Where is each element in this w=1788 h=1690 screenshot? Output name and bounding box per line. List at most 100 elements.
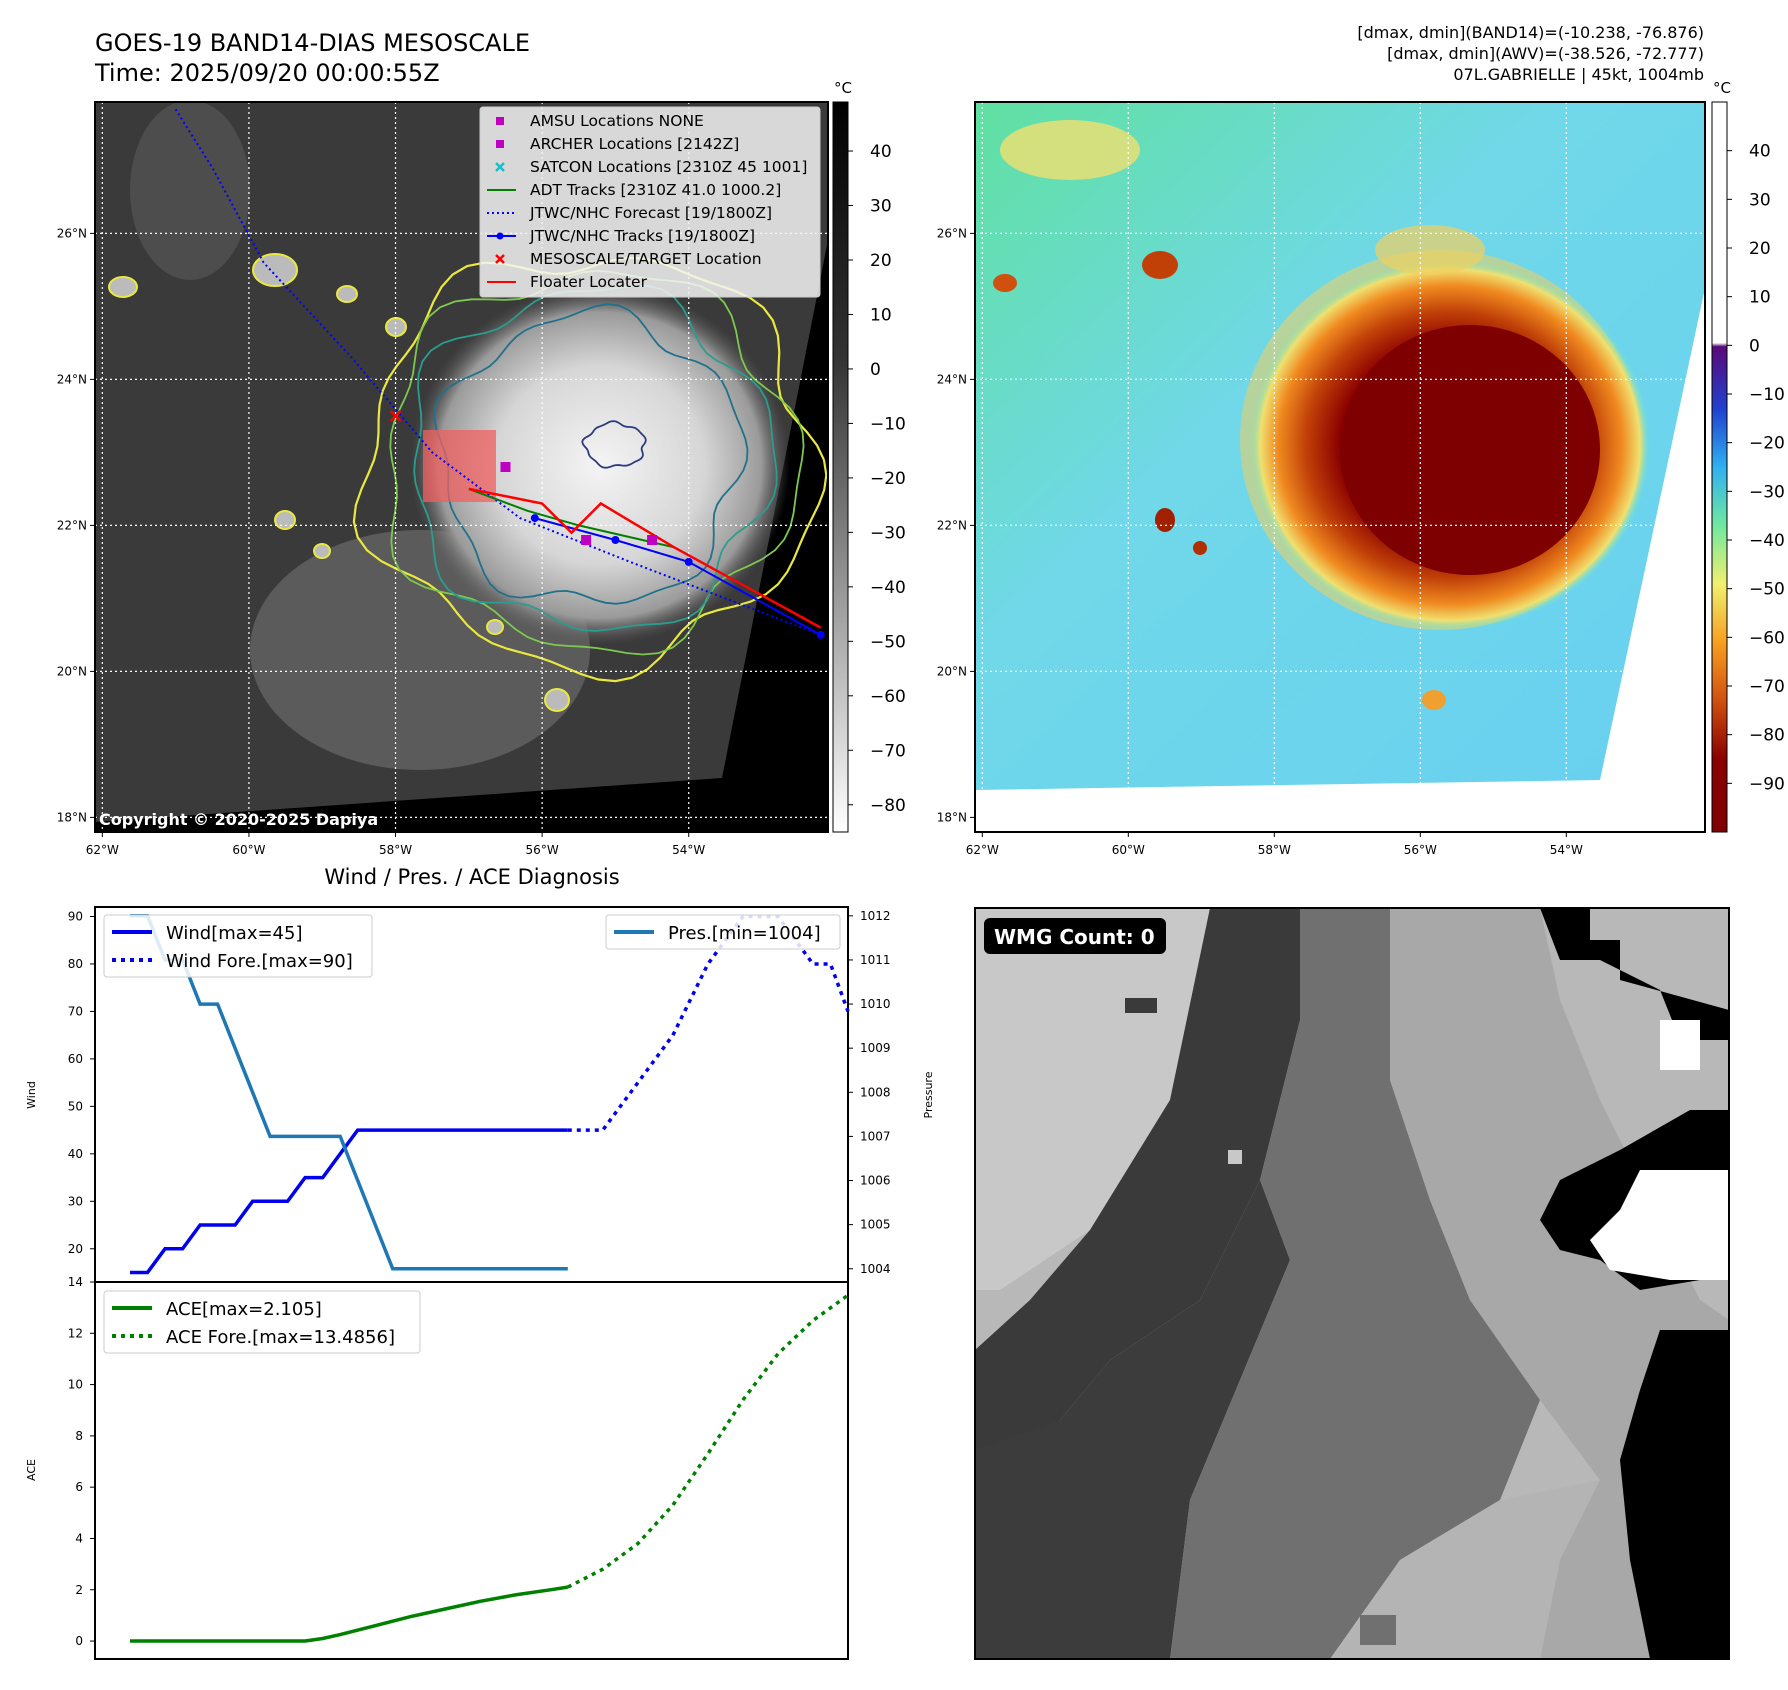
awv-colorbar-unit: °C <box>1713 79 1731 97</box>
awv-tick-label-lat: 20°N <box>937 664 967 678</box>
awv-colorbar-tick-label: 30 <box>1749 190 1771 210</box>
ace-forecast-series-line <box>567 1293 850 1589</box>
wmg-medium-band <box>1170 908 1540 1659</box>
ir-convective-cell <box>252 253 298 287</box>
awv-tick-label-lat: 22°N <box>937 518 967 532</box>
ir-colorbar-tick-label: −30 <box>870 523 906 543</box>
wmg-count-label: WMG Count: 0 <box>994 925 1155 949</box>
ir-convective-cell <box>274 510 296 530</box>
y-tick-label: 70 <box>68 1004 83 1018</box>
ir-colorbar-tick-label: 0 <box>870 360 881 380</box>
legend-square-marker <box>496 117 504 125</box>
wind-legend-box <box>103 914 373 978</box>
y-tick-label: 2 <box>75 1583 83 1597</box>
y-tick-label: 90 <box>68 909 83 923</box>
awv-tick-label-lon: 54°W <box>1550 843 1583 857</box>
legend-dot-marker <box>496 232 504 240</box>
y-tick-label: 30 <box>68 1194 83 1208</box>
awv-colorbar-tick-label: −60 <box>1749 628 1785 648</box>
ace-legend-label: ACE[max=2.105] <box>166 1299 322 1320</box>
wind-fore-legend-label: Wind Fore.[max=90] <box>166 951 353 972</box>
awv-axis-ticks: 62°W 60°W 58°W 56°W 54°W 26°N 24°N 22°N 20°N 18°N <box>937 226 1583 857</box>
y-tick-label: 12 <box>68 1326 83 1340</box>
wmg-dark-band <box>975 908 1300 1470</box>
y-tick-label: 40 <box>68 1147 83 1161</box>
y-tick-label: 80 <box>68 957 83 971</box>
y-tick-label: 20 <box>68 1242 83 1256</box>
ir-convective-cell <box>313 543 331 559</box>
y-tick-label: 8 <box>75 1429 83 1443</box>
jtwc-track-point <box>684 557 693 566</box>
awv-colorbar <box>1711 101 1728 833</box>
pressure-legend: Pres.[min=1004] <box>605 914 841 950</box>
awv-colorbar-tick-label: −20 <box>1749 434 1785 454</box>
jtwc-track-point <box>611 536 620 544</box>
ace-fore-legend-label: ACE Fore.[max=13.4856] <box>166 1327 395 1348</box>
ir-colorbar <box>832 101 849 833</box>
ir-convective-cell <box>336 285 358 303</box>
ir-colorbar-unit: °C <box>834 79 852 97</box>
y-tick-label: 60 <box>68 1052 83 1066</box>
wmg-lower-light <box>1330 1480 1600 1659</box>
y-tick-label: 6 <box>75 1480 83 1494</box>
floater-locater-track <box>468 487 822 629</box>
ir-colorbar-tick-label: −40 <box>870 578 906 598</box>
y-tick-label: 14 <box>68 1275 83 1289</box>
awv-colorbar-tick-label: 0 <box>1749 336 1760 356</box>
wmg-block-4 <box>1660 1020 1700 1070</box>
legend-entry-label: MESOSCALE/TARGET Location <box>530 250 762 268</box>
awv-colorbar-tick-label: 40 <box>1749 142 1771 162</box>
legend-x-marker <box>495 254 505 264</box>
wind-legend: Wind[max=45] Wind Fore.[max=90] <box>103 914 373 978</box>
y2-tick-label: 1008 <box>860 1085 891 1099</box>
ir-colorbar-tick-label: −60 <box>870 687 906 707</box>
archer-location <box>500 462 511 472</box>
ir-contour-ring <box>581 420 647 469</box>
awv-tick-label-lon: 62°W <box>966 843 999 857</box>
ir-nodata-right <box>95 102 828 832</box>
awv-blob-3 <box>993 274 1017 292</box>
ir-convective-cell <box>108 276 138 298</box>
ace-legend-box <box>103 1290 421 1354</box>
wmg-black-bottom-right <box>1620 1330 1729 1659</box>
ir-colorbar-tick-label: 10 <box>870 305 892 325</box>
ir-tick-label-lon: 58°W <box>379 843 412 857</box>
awv-colorbar-tick-label: −50 <box>1749 580 1785 600</box>
ir-tick-label-lat: 26°N <box>57 226 87 240</box>
ir-convective-cell <box>486 619 504 635</box>
wind-pressure-chart: 20 30 40 50 60 70 80 90 1004 1005 1006 1007 1008 1009… <box>25 906 935 1283</box>
wind-chart-marks: 20 30 40 50 60 70 80 90 1004 1005 1006 1007 1008 1009… <box>68 909 891 1276</box>
ace-chart: 0 2 4 6 8 10 12 14 ACE ACE[max=2.105] ACE Fore.… <box>25 1275 850 1660</box>
y2-tick-label: 1011 <box>860 953 891 967</box>
pressure-series-line <box>130 914 568 1271</box>
ir-tick-label-lat: 24°N <box>57 372 87 386</box>
chart-title: Wind / Pres. / ACE Diagnosis <box>324 865 619 889</box>
legend-entry-label: AMSU Locations NONE <box>530 112 704 130</box>
y2-tick-label: 1009 <box>860 1041 891 1055</box>
awv-colorbar-tick-label: 10 <box>1749 288 1771 308</box>
target-location <box>389 410 402 422</box>
y2-tick-label: 1012 <box>860 909 891 923</box>
awv-blob-7 <box>1375 225 1485 275</box>
ir-convective-cell <box>544 688 570 712</box>
y2-tick-label: 1007 <box>860 1129 891 1143</box>
archer-location <box>581 535 592 545</box>
awv-colorbar-tick-label: −10 <box>1749 385 1785 405</box>
ir-colorbar-tick-label: 40 <box>870 142 892 162</box>
ir-tick-label-lat: 20°N <box>57 664 87 678</box>
figure-title-line2: Time: 2025/09/20 00:00:55Z <box>94 59 440 87</box>
wind-series-line <box>130 1128 568 1275</box>
legend-entry-label: JTWC/NHC Forecast [19/1800Z] <box>529 204 772 222</box>
ir-tick-label-lat: 18°N <box>57 810 87 824</box>
awv-tick-label-lat: 24°N <box>937 372 967 386</box>
ir-colorbar-tick-label: 30 <box>870 197 892 217</box>
awv-tick-label-lon: 60°W <box>1112 843 1145 857</box>
awv-storm-core <box>1340 325 1600 575</box>
ir-colorbar-tick-label: −20 <box>870 469 906 489</box>
ir-colorbar-tick-label: −10 <box>870 414 906 434</box>
y-tick-label: 0 <box>75 1634 83 1648</box>
awv-colorbar-tick-label: −80 <box>1749 726 1785 746</box>
wmg-block-2 <box>1228 1150 1242 1164</box>
wmg-block-3 <box>1360 1615 1396 1645</box>
awv-colorbar-ticks: 40 30 20 10 0 −10 −20 −30 −40 −50 −60 −70 −80 −90 <box>1727 142 1785 794</box>
